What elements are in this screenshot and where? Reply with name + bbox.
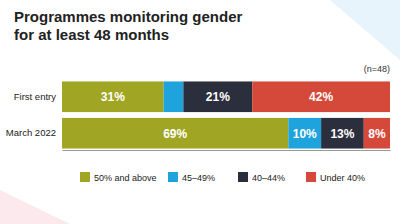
bar-segment: [252, 81, 390, 112]
y-axis: First entry March 2022: [6, 91, 62, 138]
x-axis: [63, 150, 391, 151]
legend-item: 45–49%: [168, 172, 215, 183]
legend-item: 50% and above: [80, 172, 157, 183]
legend-label: 40–44%: [252, 173, 285, 183]
bar-segment: [364, 118, 390, 149]
data-label: 13%: [330, 127, 354, 141]
data-label: 69%: [163, 127, 187, 141]
data-label: 21%: [206, 90, 230, 104]
legend-label: Under 40%: [320, 173, 365, 183]
bar-segment: [164, 81, 184, 112]
legend-swatch: [238, 172, 248, 182]
legend-swatch: [168, 172, 178, 182]
legend-item: 40–44%: [238, 172, 285, 183]
legend-swatch: [80, 172, 90, 182]
bars: [62, 81, 390, 148]
decoration: [0, 190, 70, 224]
legend-swatch: [306, 172, 316, 182]
subtitle: (n=48): [364, 64, 390, 74]
data-label: 10%: [293, 127, 317, 141]
legend-item: Under 40%: [306, 172, 365, 183]
legend: 50% and above 45–49% 40–44% Under 40%: [80, 172, 365, 183]
legend-label: 50% and above: [94, 173, 157, 183]
chart: Programmes monitoring genderfor at least…: [0, 0, 400, 224]
bar-segment: [183, 81, 252, 112]
bar-segment: [321, 118, 364, 149]
data-label: 42%: [309, 90, 333, 104]
tick: First entry: [14, 91, 62, 102]
data-labels: 31% 69% 10% 21% 13% 42% 8%: [101, 90, 386, 140]
tick-label: March 2022: [6, 127, 56, 138]
legend-label: 45–49%: [182, 173, 215, 183]
bar-segment: [62, 81, 164, 112]
decoration: [330, 0, 400, 60]
data-label: 8%: [368, 127, 386, 141]
data-label: 31%: [101, 90, 125, 104]
bar-segment: [62, 118, 288, 149]
title: Programmes monitoring genderfor at least…: [14, 8, 243, 43]
bar-segment: [288, 118, 321, 149]
axis-line: [63, 150, 391, 151]
tick-label: First entry: [14, 91, 56, 102]
tick: March 2022: [6, 127, 62, 138]
